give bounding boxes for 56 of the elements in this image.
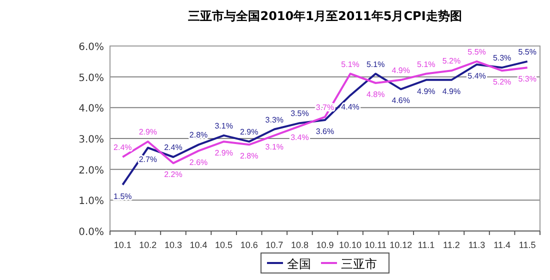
x-tick-label: 10.7 — [266, 240, 284, 250]
x-tick-label: 10.10 — [339, 240, 362, 250]
data-label: 4.9% — [392, 66, 410, 75]
data-label: 2.6% — [189, 158, 208, 167]
data-label: 2.8% — [189, 130, 208, 140]
x-tick-label: 11.4 — [494, 240, 510, 250]
data-label: 5.3% — [518, 74, 536, 84]
data-label: 2.4% — [114, 143, 132, 152]
y-tick-label: 2.0% — [78, 165, 104, 176]
y-tick-label: 3.0% — [78, 134, 104, 146]
data-label: 4.8% — [366, 90, 385, 99]
legend-label: 全国 — [287, 257, 311, 271]
legend-label: 三亚市 — [341, 257, 377, 271]
x-tick-label: 10.11 — [364, 240, 387, 250]
x-tick-label: 10.6 — [240, 240, 258, 250]
data-label: 2.4% — [164, 143, 182, 152]
x-tick-label: 10.9 — [316, 240, 334, 250]
data-label: 5.2% — [442, 56, 461, 66]
x-tick-label: 10.4 — [190, 240, 208, 250]
x-tick-label: 11.1 — [418, 240, 435, 250]
data-label: 5.5% — [468, 47, 486, 56]
data-label: 2.9% — [138, 128, 158, 137]
data-label: 2.2% — [164, 170, 182, 180]
x-tick-label: 10.3 — [164, 240, 182, 250]
data-label: 3.6% — [316, 127, 334, 136]
data-label: 4.9% — [417, 86, 436, 96]
title: 三亚市与全国2010年1月至2011年5月CPI走势图 — [188, 9, 462, 23]
x-tick-label: 10.8 — [290, 240, 308, 250]
y-tick-label: 6.0% — [78, 42, 104, 53]
data-label: 3.3% — [265, 115, 284, 124]
x-tick-label: 10.2 — [139, 240, 157, 250]
data-label: 3.1% — [214, 121, 233, 130]
data-label: 5.1% — [417, 60, 436, 69]
data-label: 3.1% — [265, 142, 284, 152]
data-label: 2.9% — [214, 148, 233, 158]
data-label: 4.9% — [442, 86, 461, 96]
data-label: 5.3% — [492, 54, 512, 63]
data-label: 5.1% — [366, 60, 385, 69]
data-label: 5.1% — [341, 60, 360, 69]
data-label: 5.5% — [518, 47, 536, 56]
y-tick-label: 4.0% — [78, 104, 104, 115]
x-tick-label: 11.2 — [443, 240, 460, 250]
x-tick-label: 10.1 — [114, 240, 132, 250]
data-label: 2.9% — [240, 128, 258, 137]
data-label: 3.5% — [290, 109, 309, 118]
data-label: 4.6% — [392, 96, 410, 106]
data-label: 1.5% — [114, 192, 132, 201]
y-tick-label: 0.0% — [78, 227, 104, 238]
y-tick-label: 5.0% — [78, 72, 104, 84]
y-tick-label: 1.0% — [78, 196, 104, 208]
x-tick-label: 11.5 — [518, 240, 536, 250]
data-label: 2.8% — [240, 152, 258, 161]
x-tick-label: 10.5 — [215, 240, 233, 250]
x-tick-label: 10.12 — [390, 240, 412, 250]
x-tick-label: 11.3 — [468, 240, 486, 250]
data-label: 5.2% — [492, 78, 512, 87]
